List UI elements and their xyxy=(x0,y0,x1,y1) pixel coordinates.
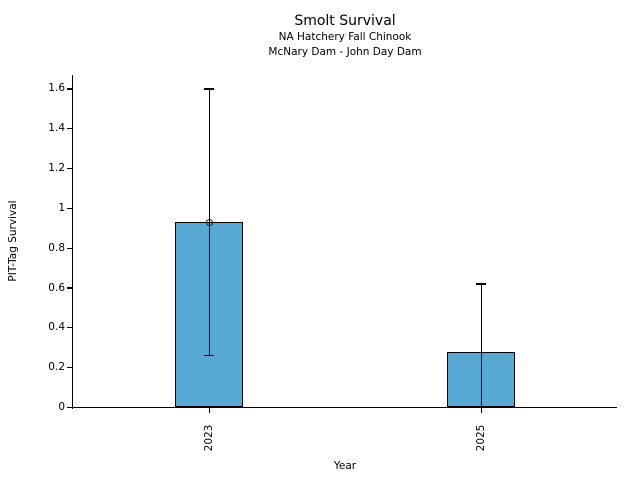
chart-subtitle-line2: McNary Dam - John Day Dam xyxy=(268,46,422,58)
y-axis-label: PIT-Tag Survival xyxy=(7,200,19,282)
error-cap-bottom-2023 xyxy=(204,355,215,357)
y-tick-0.4 xyxy=(66,327,73,329)
y-tick-1 xyxy=(66,207,73,209)
x-tick-2023 xyxy=(208,408,210,413)
y-tick-label-0.2: 0.2 xyxy=(48,361,65,374)
y-tick-label-1.4: 1.4 xyxy=(48,122,65,135)
y-tick-0.8 xyxy=(66,247,73,249)
y-tick-label-1.6: 1.6 xyxy=(48,82,65,95)
y-axis-spine xyxy=(72,75,74,409)
y-tick-0 xyxy=(66,406,73,409)
y-tick-1.6 xyxy=(66,88,73,90)
error-cap-top-2025 xyxy=(476,283,487,285)
y-tick-1.2 xyxy=(66,167,73,170)
x-tick-label-2023: 2023 xyxy=(203,424,216,452)
x-tick-2025 xyxy=(480,408,482,413)
point-marker-2023 xyxy=(205,218,213,226)
y-tick-label-0.6: 0.6 xyxy=(48,281,65,294)
chart-subtitle-line1: NA Hatchery Fall Chinook xyxy=(278,31,412,43)
error-bar-2025 xyxy=(480,284,482,408)
y-tick-label-0.4: 0.4 xyxy=(48,321,65,334)
error-cap-top-2023 xyxy=(204,88,215,90)
y-tick-label-0.8: 0.8 xyxy=(48,241,65,254)
x-axis-spine xyxy=(72,406,617,409)
y-tick-0.2 xyxy=(66,367,73,369)
x-tick-label-2025: 2025 xyxy=(475,424,488,452)
y-tick-label-0: 0 xyxy=(58,401,65,413)
y-tick-1.4 xyxy=(66,128,73,130)
chart-title: Smolt Survival xyxy=(294,13,396,29)
y-tick-label-1.2: 1.2 xyxy=(48,162,65,175)
y-tick-label-1: 1 xyxy=(58,201,65,214)
y-tick-0.6 xyxy=(66,287,73,289)
x-axis-label: Year xyxy=(333,460,357,472)
